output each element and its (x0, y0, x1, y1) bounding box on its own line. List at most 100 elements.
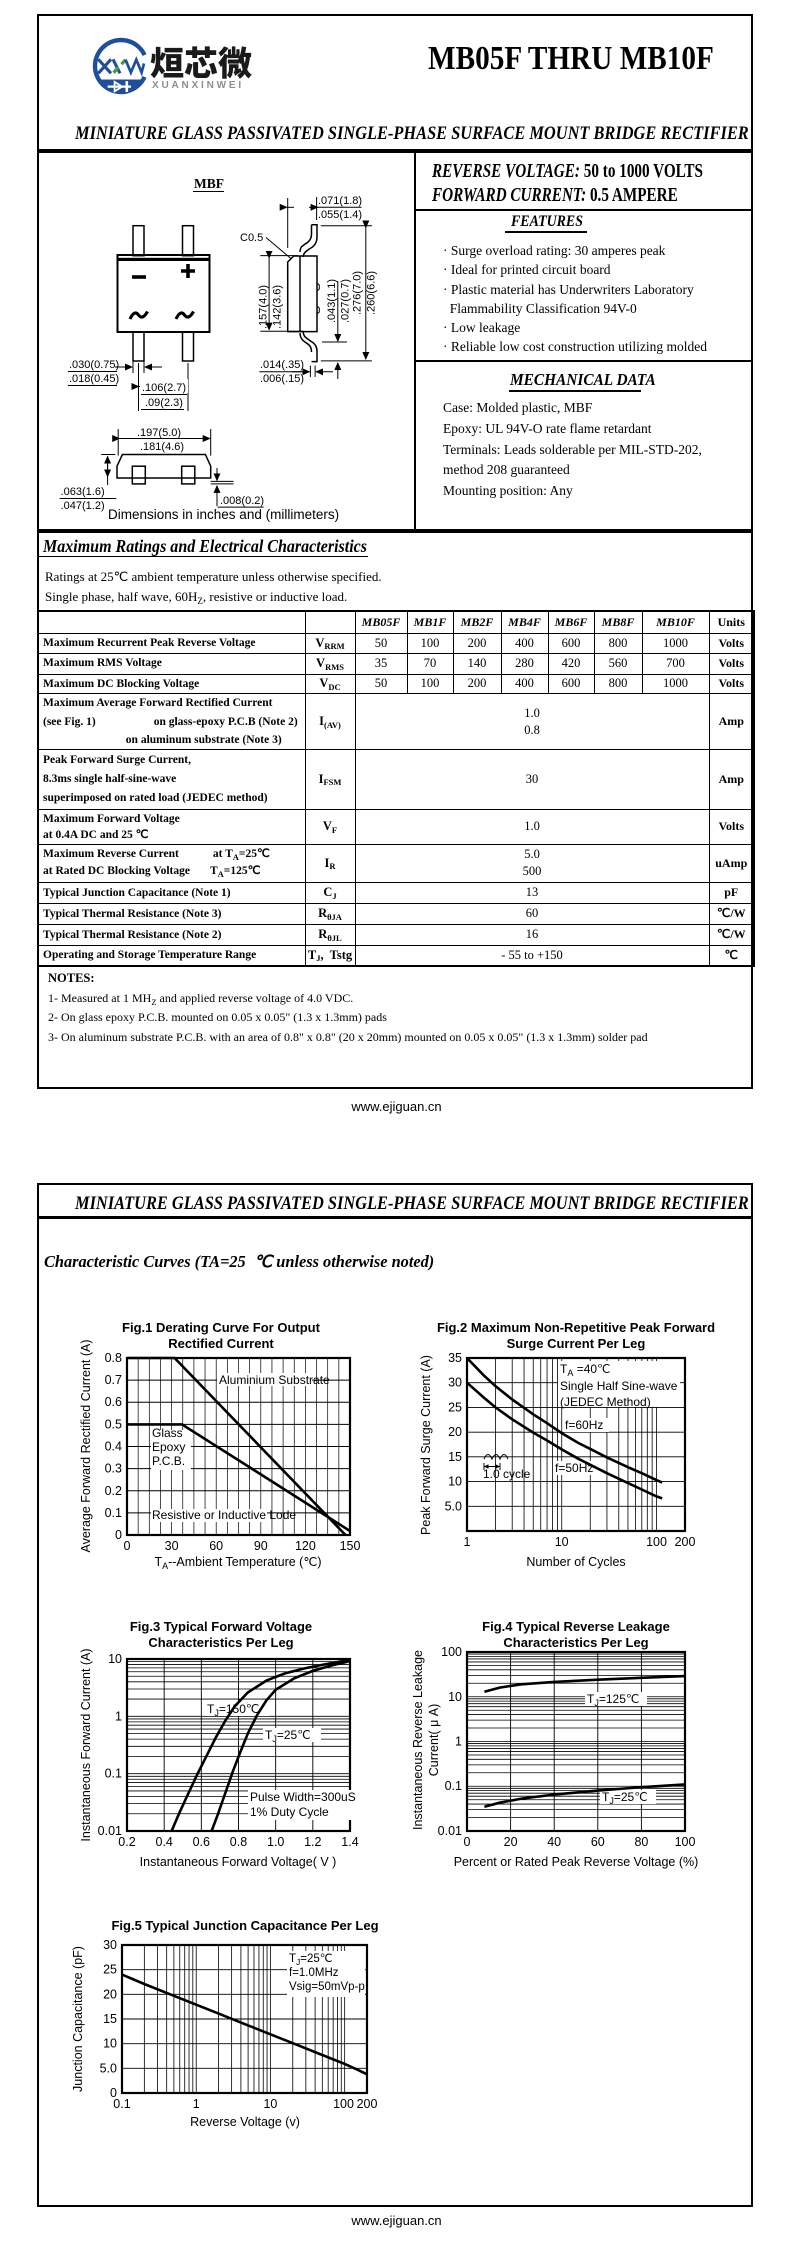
svg-text:Percent or Rated Peak Reverse: Percent or Rated Peak Reverse Voltage (%… (454, 1855, 699, 1869)
svg-text:f=1.0MHz: f=1.0MHz (289, 1967, 339, 1979)
svg-text:Fig.3 Typical Forward Voltage: Fig.3 Typical Forward Voltage (130, 1619, 312, 1634)
svg-text:TJ=25℃: TJ=25℃ (265, 1728, 311, 1744)
svg-text:MBF: MBF (194, 176, 224, 191)
svg-text:P.C.B.: P.C.B. (152, 1454, 185, 1468)
svg-text:1: 1 (464, 1535, 471, 1549)
svg-text:90: 90 (254, 1539, 268, 1553)
svg-text:120: 120 (295, 1539, 316, 1553)
svg-text:.018(0.45): .018(0.45) (69, 373, 119, 385)
svg-text:5.0: 5.0 (100, 2061, 117, 2075)
svg-text:10: 10 (555, 1535, 569, 1549)
svg-text:10: 10 (103, 2037, 117, 2051)
svg-text:TJ=25℃: TJ=25℃ (602, 1790, 648, 1806)
svg-text:0.2: 0.2 (105, 1484, 122, 1498)
svg-text:Vsig=50mVp-p: Vsig=50mVp-p (289, 1981, 365, 1993)
svg-text:.260(6.6): .260(6.6) (366, 271, 378, 315)
svg-text:.142(3.6): .142(3.6) (272, 285, 284, 329)
svg-text:.043(1.1): .043(1.1) (326, 279, 338, 323)
svg-text:.09(2.3): .09(2.3) (145, 397, 183, 409)
svg-text:Resistive or Inductive Lode: Resistive or Inductive Lode (152, 1508, 296, 1522)
svg-text:0.2: 0.2 (118, 1835, 135, 1849)
svg-text:Rectified Current: Rectified Current (168, 1336, 274, 1351)
svg-text:100: 100 (441, 1645, 462, 1659)
svg-text:35: 35 (448, 1351, 462, 1365)
svg-text:0.01: 0.01 (98, 1824, 122, 1838)
svg-text:5.0: 5.0 (445, 1499, 462, 1513)
svg-text:Junction Capacitance (pF): Junction Capacitance (pF) (71, 1946, 85, 2092)
svg-text:40: 40 (547, 1835, 561, 1849)
svg-text:.055(1.4): .055(1.4) (318, 209, 362, 221)
svg-text:1: 1 (115, 1709, 122, 1723)
svg-text:60: 60 (209, 1539, 223, 1553)
svg-text:0: 0 (115, 1528, 122, 1542)
svg-text:1.2: 1.2 (304, 1835, 321, 1849)
svg-text:Instantaneous Forward Voltage(: Instantaneous Forward Voltage( V ) (140, 1855, 337, 1869)
svg-text:Dimensions in inches and (mill: Dimensions in inches and (millimeters) (108, 507, 339, 522)
svg-text:.157(4.0): .157(4.0) (258, 285, 270, 329)
svg-text:Reverse Voltage (v): Reverse Voltage (v) (190, 2115, 300, 2129)
svg-text:10: 10 (448, 1690, 462, 1704)
svg-text:Fig.2 Maximum Non-Repetitive P: Fig.2 Maximum Non-Repetitive Peak Forwar… (437, 1320, 715, 1335)
svg-text:10: 10 (108, 1652, 122, 1666)
svg-text:.047(1.2): .047(1.2) (61, 500, 105, 512)
svg-text:30: 30 (103, 1938, 117, 1952)
svg-text:0.8: 0.8 (105, 1351, 122, 1365)
svg-text:Glass: Glass (152, 1426, 183, 1440)
svg-text:30: 30 (448, 1376, 462, 1390)
svg-text:0.4: 0.4 (105, 1440, 122, 1454)
svg-text:1% Duty Cycle: 1% Duty Cycle (250, 1805, 329, 1819)
svg-text:C0.5: C0.5 (240, 232, 263, 244)
svg-text:Number of Cycles: Number of Cycles (526, 1555, 625, 1569)
svg-text:.106(2.7): .106(2.7) (142, 382, 186, 394)
svg-text:0: 0 (124, 1539, 131, 1553)
svg-text:0.7: 0.7 (105, 1373, 122, 1387)
svg-text:TA--Ambient Temperature (℃): TA--Ambient Temperature (℃) (154, 1555, 321, 1571)
svg-text:(JEDEC Method): (JEDEC Method) (560, 1395, 651, 1409)
svg-text:0.8: 0.8 (230, 1835, 247, 1849)
svg-text:.071(1.8): .071(1.8) (318, 195, 362, 207)
svg-text:.181(4.6): .181(4.6) (140, 441, 184, 453)
svg-text:.027(0.7): .027(0.7) (340, 279, 352, 323)
svg-text:10: 10 (448, 1475, 462, 1489)
svg-text:TJ=125℃: TJ=125℃ (587, 1692, 639, 1708)
svg-text:.008(0.2): .008(0.2) (220, 495, 264, 507)
svg-text:0.3: 0.3 (105, 1462, 122, 1476)
svg-text:1.0 cycle: 1.0 cycle (483, 1467, 531, 1481)
svg-text:100: 100 (675, 1835, 696, 1849)
svg-text:Characteristics Per Leg: Characteristics Per Leg (148, 1635, 293, 1650)
svg-text:15: 15 (103, 2012, 117, 2026)
svg-text:1.0: 1.0 (267, 1835, 284, 1849)
svg-text:15: 15 (448, 1450, 462, 1464)
svg-text:25: 25 (448, 1400, 462, 1414)
svg-text:.276(7.0): .276(7.0) (352, 271, 364, 315)
svg-text:25: 25 (103, 1963, 117, 1977)
svg-text:.063(1.6): .063(1.6) (61, 486, 105, 498)
svg-text:TJ=150℃: TJ=150℃ (207, 1702, 259, 1718)
svg-text:100: 100 (333, 2097, 354, 2111)
svg-text:Fig.5 Typical Junction Capacit: Fig.5 Typical Junction Capacitance Per L… (111, 1918, 378, 1933)
svg-text:0.6: 0.6 (105, 1395, 122, 1409)
svg-text:.197(5.0): .197(5.0) (137, 427, 181, 439)
svg-text:0.1: 0.1 (445, 1779, 462, 1793)
svg-text:0.01: 0.01 (438, 1824, 462, 1838)
svg-text:0.6: 0.6 (193, 1835, 210, 1849)
svg-text:20: 20 (504, 1835, 518, 1849)
svg-text:30: 30 (165, 1539, 179, 1553)
svg-text:f=50Hz: f=50Hz (555, 1461, 593, 1475)
svg-text:TA =40℃: TA =40℃ (560, 1362, 611, 1378)
svg-text:1: 1 (193, 2097, 200, 2111)
svg-text:150: 150 (340, 1539, 361, 1553)
svg-text:80: 80 (634, 1835, 648, 1849)
svg-text:0.1: 0.1 (105, 1506, 122, 1520)
svg-text:Fig.1 Derating Curve For Outpu: Fig.1 Derating Curve For Output (122, 1320, 321, 1335)
svg-text:Peak Forward Surge Current (A): Peak Forward Surge Current (A) (419, 1355, 433, 1535)
svg-text:0.1: 0.1 (113, 2097, 130, 2111)
svg-text:0.1: 0.1 (105, 1767, 122, 1781)
svg-text:.014(.35): .014(.35) (260, 359, 304, 371)
svg-text:Aluminium Substrate: Aluminium Substrate (219, 1373, 330, 1387)
svg-text:Fig.4 Typical Reverse Leakage: Fig.4 Typical Reverse Leakage (482, 1619, 670, 1634)
svg-text:100: 100 (646, 1535, 667, 1549)
svg-text:Pulse Width=300uS: Pulse Width=300uS (250, 1790, 356, 1804)
svg-text:Epoxy: Epoxy (152, 1440, 185, 1454)
svg-text:0.4: 0.4 (156, 1835, 173, 1849)
